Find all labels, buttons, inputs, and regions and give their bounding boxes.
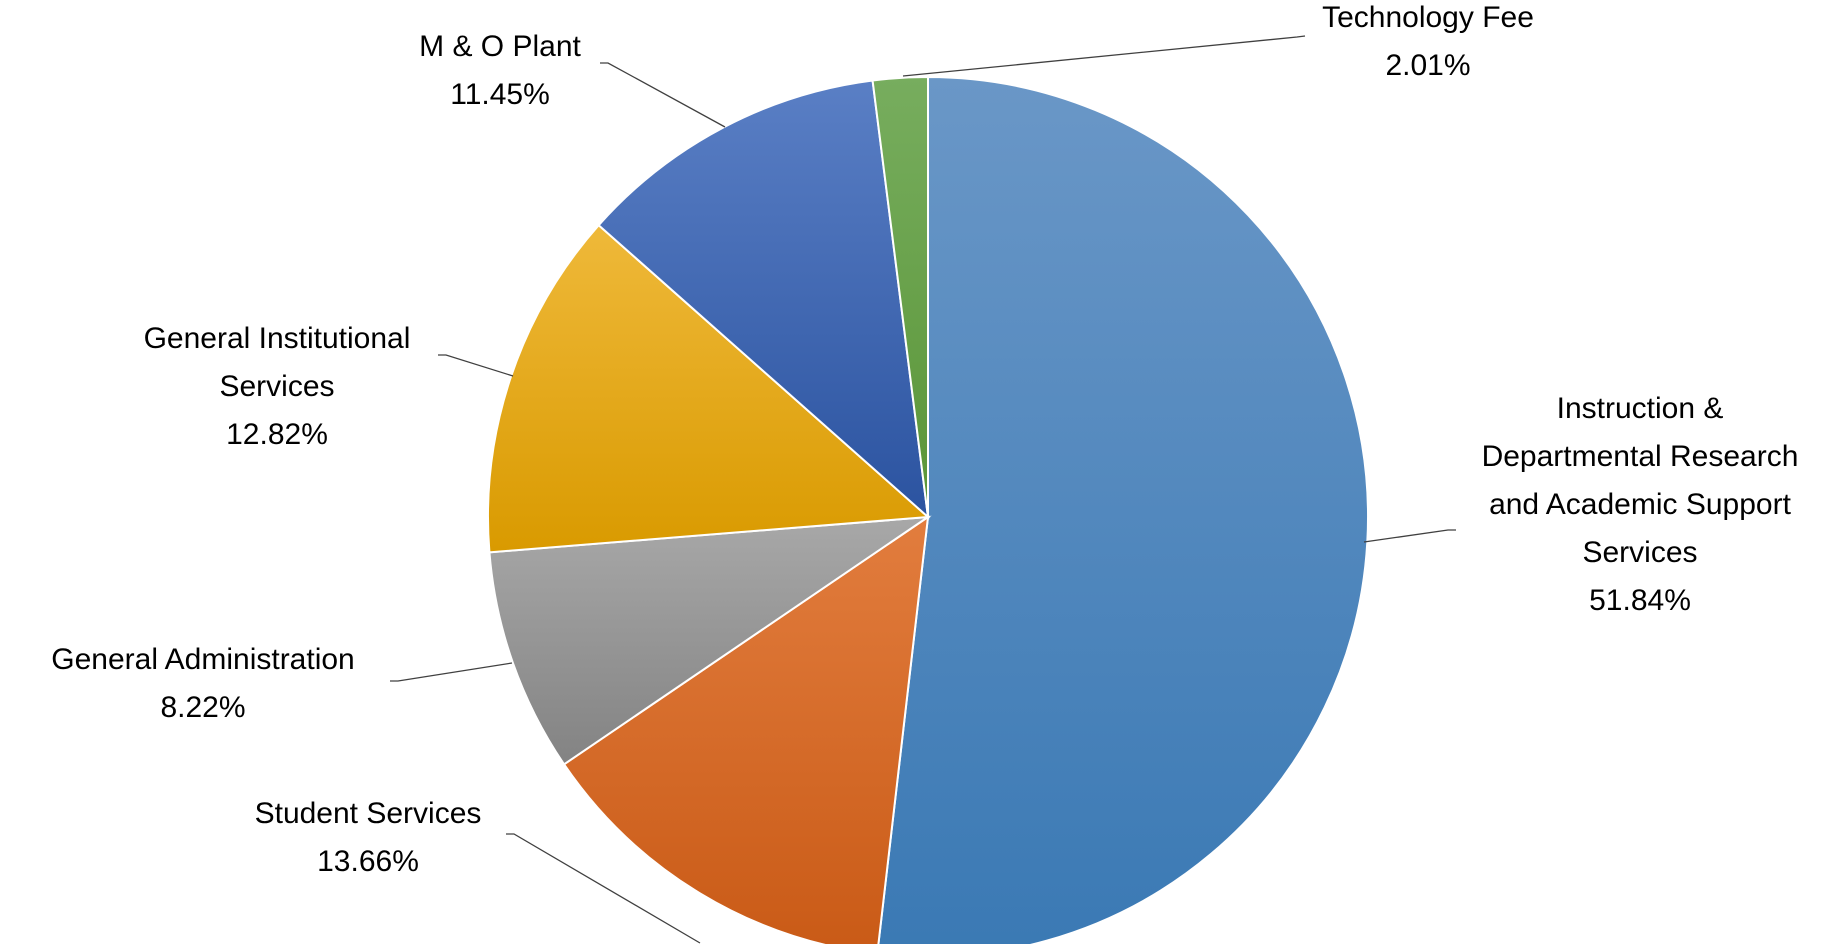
leader-line — [506, 833, 701, 944]
slice-name-label: M & O Plant — [419, 30, 581, 63]
slice-name-label: Services — [1582, 536, 1697, 569]
slice-name-label: Departmental Research — [1482, 440, 1799, 473]
leader-line — [438, 354, 514, 377]
slice-name-label: General Administration — [51, 643, 355, 676]
slice-label: General Institutional Services 12.82% — [144, 322, 411, 451]
slice-value-label: 51.84% — [1589, 584, 1691, 617]
slice-name-label: Technology Fee — [1322, 1, 1534, 34]
slice-name-label: Student Services — [255, 797, 482, 830]
pie-slice — [488, 515, 932, 766]
leader-line — [1363, 529, 1456, 543]
slice-label: General Administration 8.22% — [51, 643, 355, 724]
slice-label: Technology Fee 2.01% — [1322, 1, 1534, 82]
slice-label: Instruction & Departmental Research and Ac… — [1482, 392, 1799, 617]
slice-name-label: Services — [219, 370, 334, 403]
pie-slice — [876, 75, 1369, 949]
slice-label: M & O Plant 11.45% — [419, 30, 581, 111]
slice-name-label: Instruction & — [1557, 392, 1724, 425]
leader-line — [600, 62, 726, 128]
pie-slice — [597, 79, 930, 520]
leader-line — [390, 662, 513, 682]
slice-value-label: 12.82% — [226, 418, 328, 451]
slice-value-label: 8.22% — [160, 691, 245, 724]
leader-line — [902, 35, 1306, 77]
slice-name-label: General Institutional — [144, 322, 411, 355]
pie-slice — [487, 223, 931, 554]
slice-label: Student Services 13.66% — [255, 797, 482, 878]
slice-value-label: 11.45% — [450, 78, 550, 111]
slice-name-label: and Academic Support — [1489, 488, 1792, 521]
pie-slice — [871, 75, 929, 518]
slice-value-label: 2.01% — [1385, 49, 1470, 82]
slice-value-label: 13.66% — [317, 845, 419, 878]
